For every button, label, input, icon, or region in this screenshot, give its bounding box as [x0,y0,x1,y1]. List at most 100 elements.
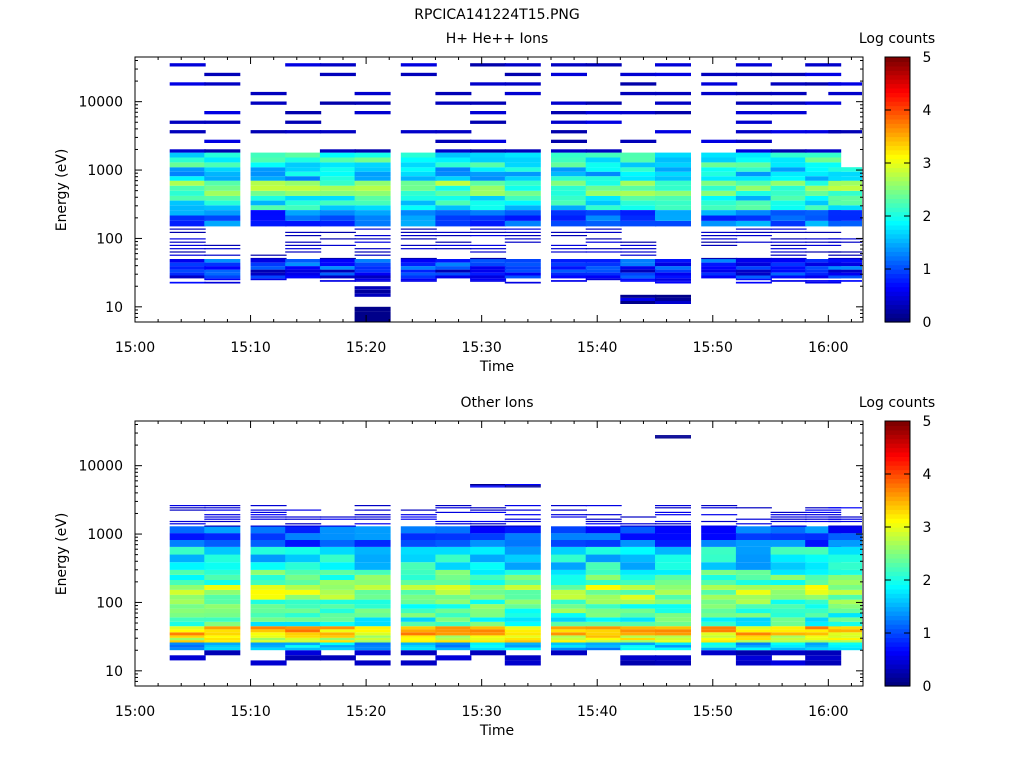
heatmap-cell [169,275,206,279]
heatmap-cell [285,244,322,246]
heatmap-cell [551,235,587,237]
heatmap-cell [354,205,391,210]
heatmap-cell [828,589,862,595]
heatmap-cell [735,645,772,648]
heatmap-cell [169,509,206,511]
heatmap-cell [319,642,356,646]
heatmap-cell [770,101,807,105]
heatmap-cell [204,520,241,523]
heatmap-cell [470,248,507,250]
heatmap-cell [319,215,356,221]
heatmap-cell [504,149,541,153]
heatmap-cell [435,617,472,622]
heatmap-cell [551,574,587,580]
colorbar-segment [885,242,910,248]
heatmap-cell [770,82,807,86]
colorbar-tick-label: 5 [923,50,932,66]
heatmap-cell [655,642,691,646]
heatmap-cell [250,272,287,276]
heatmap-cell [354,316,391,322]
heatmap-cell [551,111,587,115]
heatmap-cell [470,484,507,486]
heatmap-cell [735,210,772,216]
heatmap-cell [169,262,206,267]
heatmap-cell [828,546,862,555]
colorbar-segment [885,522,910,528]
heatmap-cell [828,554,862,563]
heatmap-cell [551,167,587,172]
heatmap-cell [285,269,322,273]
heatmap-cell [735,523,772,525]
heatmap-cell [470,511,507,513]
heatmap-cell [354,235,391,237]
heatmap-cell [400,574,437,580]
heatmap-cell [470,231,507,233]
heatmap-cell [504,642,541,646]
y-tick-label: 1000 [87,163,123,179]
heatmap-cell [354,660,391,666]
heatmap-cell [620,254,657,256]
colorbar-segment [885,672,910,678]
heatmap-cell [250,637,287,641]
heatmap-cell [585,231,622,233]
heatmap-cell [354,269,391,273]
heatmap-cell [655,599,691,605]
heatmap-cell [319,613,356,618]
heatmap-cell [435,200,472,206]
heatmap-cell [169,269,206,273]
heatmap-cell [805,569,842,575]
heatmap-cell [770,660,807,666]
heatmap-cell [435,275,472,279]
heatmap-cell [620,205,657,210]
heatmap-cell [470,635,507,638]
heatmap-cell [551,195,587,201]
heatmap-cell [585,215,622,221]
heatmap-cell [701,514,738,516]
heatmap-cell [828,617,862,622]
heatmap-cell [655,190,691,196]
heatmap-cell [470,275,507,279]
heatmap-cell [770,617,807,622]
heatmap-cell [828,533,862,540]
heatmap-cell [400,509,437,511]
heatmap-cell [354,162,391,168]
heatmap-cell [470,157,507,163]
heatmap-cell [169,215,206,221]
heatmap-cell [435,272,472,276]
heatmap-cell [204,200,241,206]
heatmap-cell [470,569,507,575]
heatmap-cell [551,171,587,177]
heatmap-cell [250,569,287,575]
heatmap-cell [828,569,862,575]
colorbar-segment [885,286,910,292]
heatmap-cell [470,540,507,547]
heatmap-cell [354,238,391,240]
heatmap-cell [701,599,738,605]
plot-axes: 15:00 15:10 15:20 15:30 15:40 15:50 16:00 10 100… [78,56,864,356]
heatmap-cell [470,200,507,206]
heatmap-cell [805,231,842,233]
heatmap-cell [169,200,206,206]
heatmap-cell [828,269,862,273]
colorbar-segment [885,211,910,217]
colorbar-segment [885,61,910,67]
heatmap-cell [250,574,287,580]
heatmap-cell [770,518,807,520]
heatmap-cell [551,632,587,636]
heatmap-cell [585,259,622,263]
heatmap-cell [319,195,356,201]
heatmap-cell [204,525,241,527]
colorbar-segment [885,105,910,111]
heatmap-cell [169,221,206,227]
heatmap-cell [435,180,472,186]
heatmap-cell [805,585,842,590]
heatmap-cell [435,523,472,525]
heatmap-cell [204,621,241,627]
heatmap-cell [805,526,842,534]
heatmap-cell [504,171,541,177]
heatmap-cell [319,594,356,600]
y-tick-label: 100 [96,231,123,247]
heatmap-cell [828,574,862,580]
heatmap-cell [435,589,472,595]
heatmap-cell [354,272,391,276]
